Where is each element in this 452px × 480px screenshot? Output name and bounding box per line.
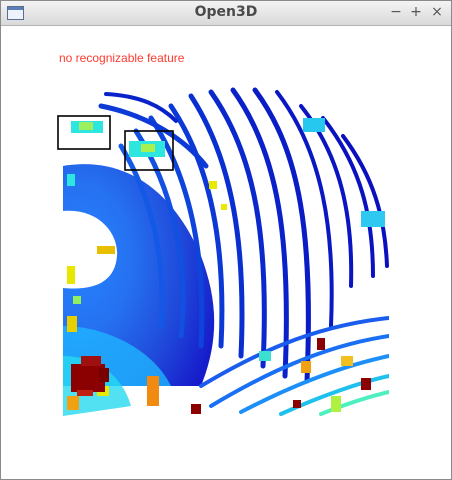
- window-app-icon: [7, 6, 24, 20]
- 3d-viewport[interactable]: [1, 26, 451, 479]
- dense-scan-region: [63, 164, 215, 386]
- maximize-icon[interactable]: +: [410, 4, 422, 20]
- minimize-icon[interactable]: −: [390, 4, 402, 20]
- scan-rings: [98, 87, 389, 416]
- close-icon[interactable]: ×: [431, 4, 443, 20]
- detection-box: [57, 115, 111, 150]
- detection-box: [124, 130, 174, 171]
- window-title: Open3D: [194, 4, 258, 20]
- near-objects: [67, 118, 385, 412]
- lidar-point-cloud: [63, 87, 389, 416]
- dark-red-cluster: [71, 338, 371, 414]
- status-message: no recognizable feature: [59, 51, 185, 65]
- point-cloud-render[interactable]: [1, 26, 451, 479]
- title-bar[interactable]: Open3D − + ×: [1, 1, 451, 26]
- sensor-occlusion: [63, 210, 118, 289]
